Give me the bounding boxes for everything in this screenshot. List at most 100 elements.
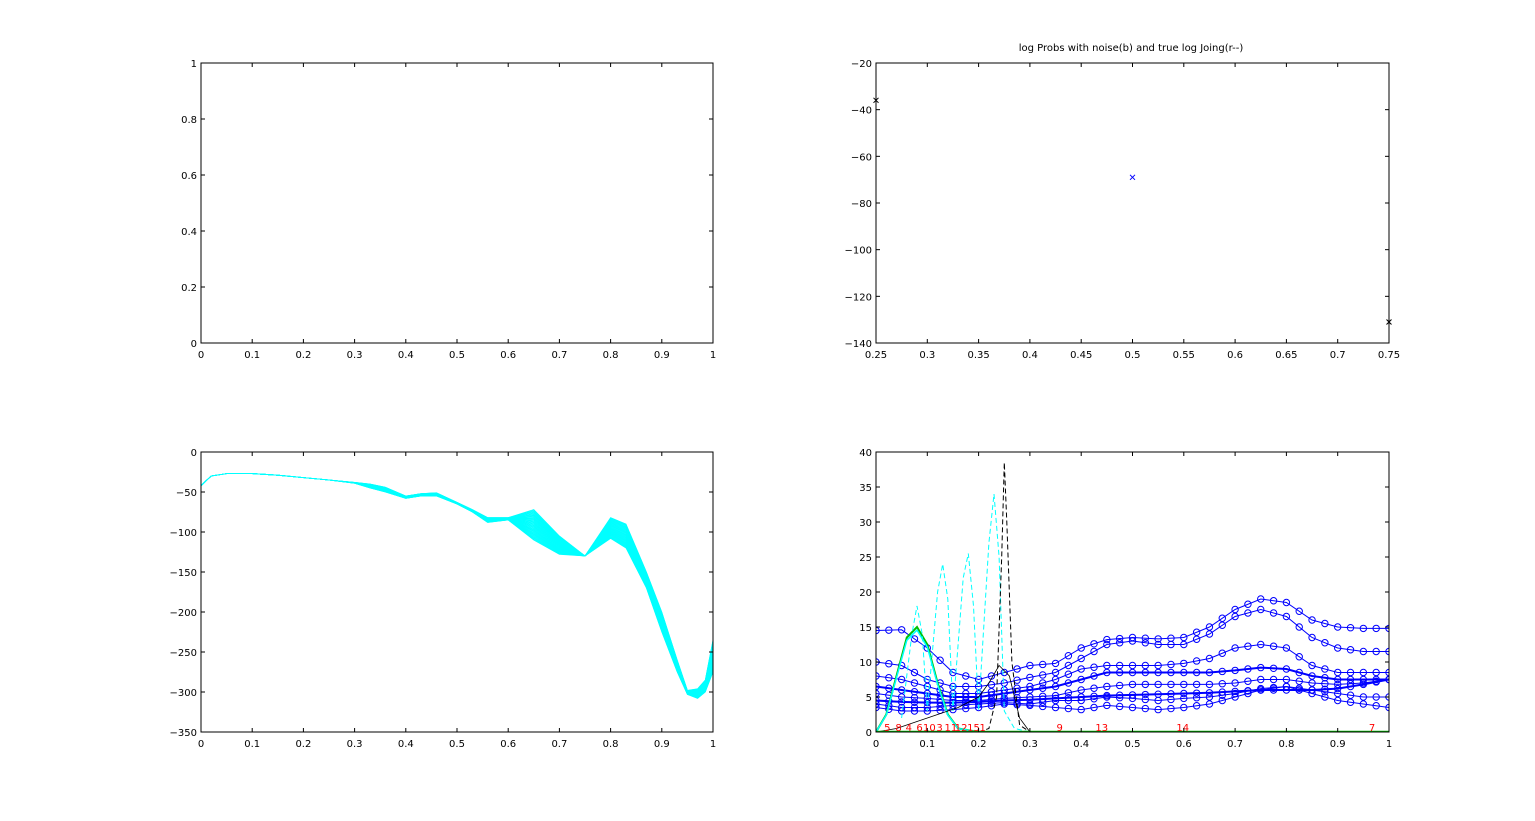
circle-marker [1154, 668, 1162, 677]
circle-marker [1218, 680, 1226, 688]
x-tick-label: 0.7 [551, 350, 567, 361]
circle-marker [1244, 687, 1252, 695]
circle-marker [1244, 642, 1252, 650]
circle-marker [1282, 682, 1291, 691]
circle-marker [1141, 634, 1150, 642]
circle-marker [1385, 675, 1389, 684]
circle-marker [1269, 642, 1278, 650]
series-line [201, 473, 713, 695]
circle-marker [1077, 644, 1085, 652]
circle-marker [1321, 665, 1329, 673]
x-tick-label: 0.5 [449, 350, 465, 361]
circle-marker [1103, 640, 1111, 649]
series-line [201, 473, 713, 692]
circle-marker [1321, 680, 1329, 688]
circle-marker [1359, 668, 1368, 677]
series-line [201, 473, 713, 692]
series-line [876, 679, 1389, 701]
circle-marker [1295, 677, 1303, 685]
y-tick-label: −100 [845, 246, 872, 257]
circle-marker [1039, 698, 1047, 706]
series-line [201, 473, 713, 694]
circle-marker [885, 660, 893, 668]
red-index-label: 8 [895, 723, 901, 734]
series-line [201, 473, 713, 694]
circle-marker [1090, 684, 1098, 692]
series-line [201, 473, 713, 692]
circle-marker [1205, 689, 1214, 697]
y-tick-label: −40 [851, 106, 872, 117]
x-tick-label: 0.3 [347, 350, 363, 361]
circle-marker [1167, 640, 1175, 649]
circle-marker [1115, 681, 1124, 690]
circle-marker [1000, 700, 1008, 708]
circle-marker [1346, 682, 1355, 691]
circle-marker [1064, 661, 1073, 670]
series-line [201, 473, 713, 696]
circle-marker [1051, 696, 1060, 705]
circle-marker [1128, 637, 1137, 645]
circle-marker [1205, 630, 1214, 638]
circle-marker [1372, 702, 1380, 710]
circle-marker [1026, 701, 1034, 710]
circle-marker [1090, 647, 1098, 656]
circle-marker [885, 684, 893, 692]
circle-marker [1372, 624, 1380, 633]
series-line [201, 473, 713, 693]
circle-marker [876, 703, 880, 712]
red-index-label: 14 [1176, 723, 1189, 734]
series-line [201, 473, 713, 697]
series-line [876, 685, 1389, 708]
red-index-label: 10 [923, 723, 936, 734]
circle-marker [1308, 689, 1316, 698]
plot-area [201, 473, 713, 699]
x-tick-label: 1 [710, 739, 716, 750]
circle-marker [1180, 694, 1188, 703]
series-line [876, 666, 1389, 698]
circle-marker [1128, 661, 1137, 670]
y-tick-label: −50 [176, 488, 197, 499]
circle-marker [987, 681, 996, 689]
circle-marker [1334, 684, 1342, 693]
circle-marker [1269, 684, 1278, 692]
circle-marker [1295, 668, 1303, 677]
y-tick-label: −350 [170, 728, 197, 739]
circle-marker [1257, 663, 1265, 672]
circle-marker [910, 668, 919, 677]
series-line [201, 473, 713, 692]
plot-area [876, 462, 1389, 732]
circle-marker [1192, 628, 1201, 636]
x-tick-label: 0.55 [1173, 350, 1195, 361]
x-tick-label: 0.4 [1073, 739, 1089, 750]
circle-marker [910, 707, 919, 715]
subplot-top-left: 0 0.1 0.2 0.3 0.4 0.5 0.6 0.7 0.8 0.9 1 0 0.2 0.4 0.6 0… [181, 59, 716, 361]
x-tick-label: 0.7 [1330, 350, 1346, 361]
y-tick-label: 0 [191, 339, 197, 350]
circle-marker [1115, 702, 1124, 711]
circle-marker [1359, 700, 1368, 708]
x-tick-label: 0.2 [295, 350, 311, 361]
circle-marker [1205, 623, 1214, 631]
circle-marker [1372, 678, 1380, 686]
circle-marker [1257, 595, 1265, 603]
circle-marker [1167, 695, 1175, 704]
circle-marker [1231, 693, 1239, 701]
series-line [876, 685, 1389, 712]
x-tick-label: 0.7 [1227, 739, 1243, 750]
circle-marker [1154, 635, 1162, 643]
x-tick-label: 0.8 [603, 739, 619, 750]
series-line [201, 473, 713, 693]
circle-marker [1218, 621, 1226, 629]
circle-marker [1051, 682, 1060, 691]
y-tick-label: −250 [170, 648, 197, 659]
x-tick-label: 0.6 [500, 739, 516, 750]
circle-marker [1282, 612, 1291, 621]
circle-marker [1334, 675, 1342, 684]
circle-marker [1115, 668, 1124, 677]
circle-marker [1192, 702, 1201, 710]
x-tick-label: 0.3 [347, 739, 363, 750]
circle-marker [1269, 664, 1278, 672]
x-tick-label: 0.75 [1378, 350, 1400, 361]
series-line [201, 473, 713, 693]
circle-marker [1154, 705, 1162, 714]
